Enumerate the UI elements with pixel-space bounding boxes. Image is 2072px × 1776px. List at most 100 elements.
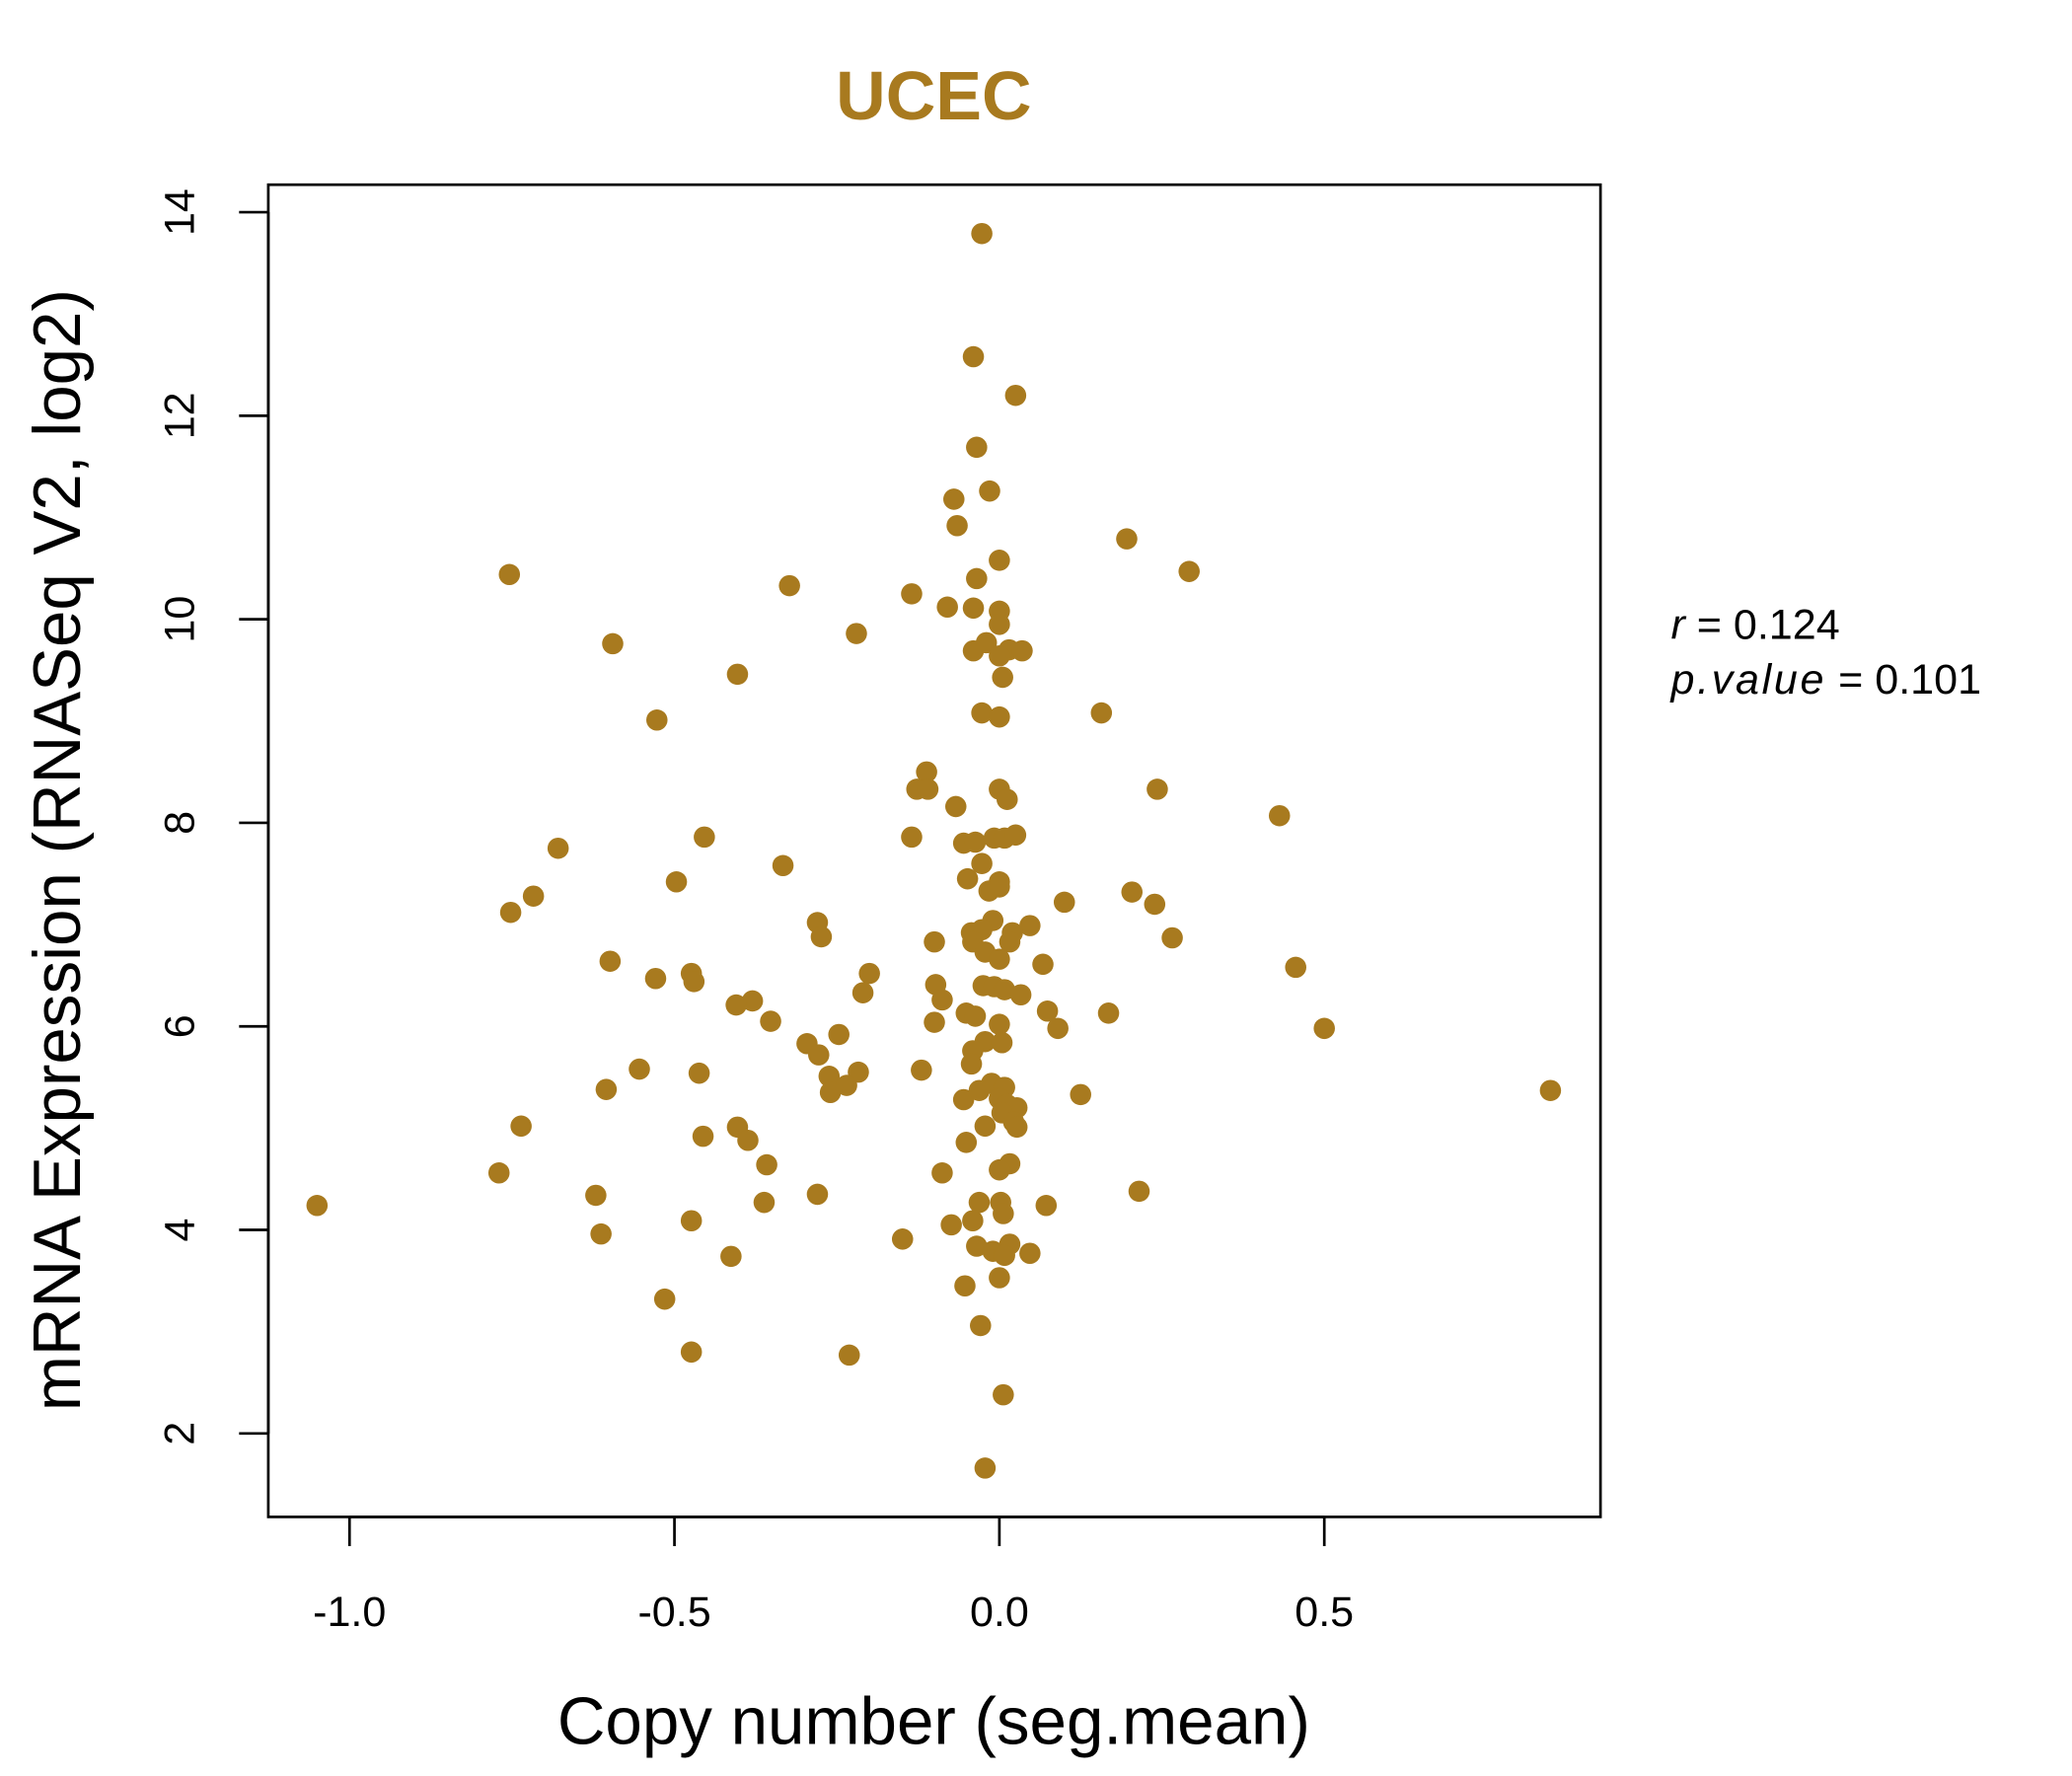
data-point bbox=[962, 1210, 984, 1232]
data-point bbox=[989, 1267, 1010, 1289]
y-tick-label: 14 bbox=[157, 188, 204, 236]
data-point bbox=[760, 1010, 781, 1032]
y-axis-label: mRNA Expression (RNASeq V2, log2) bbox=[21, 289, 95, 1411]
data-point bbox=[962, 345, 985, 368]
data-point bbox=[720, 1245, 742, 1268]
data-point bbox=[1121, 881, 1144, 903]
data-point bbox=[944, 795, 967, 818]
data-point bbox=[836, 1074, 857, 1096]
data-point bbox=[956, 867, 979, 890]
data-point bbox=[595, 1078, 618, 1100]
data-point bbox=[994, 1244, 1015, 1267]
data-point bbox=[1144, 893, 1166, 916]
data-point bbox=[522, 885, 545, 907]
data-point bbox=[726, 663, 749, 686]
data-point bbox=[1116, 528, 1138, 550]
data-point bbox=[1011, 639, 1033, 662]
data-point bbox=[954, 1275, 976, 1297]
y-tick-label: 8 bbox=[157, 811, 204, 835]
data-point bbox=[970, 1314, 992, 1337]
data-point bbox=[629, 1058, 650, 1080]
data-point bbox=[971, 222, 993, 245]
data-point bbox=[644, 967, 667, 990]
data-point bbox=[846, 623, 867, 644]
y-tick-label: 10 bbox=[157, 596, 204, 643]
data-point bbox=[680, 1210, 703, 1232]
p-label: p.value bbox=[1668, 656, 1826, 703]
data-point bbox=[911, 1059, 932, 1081]
data-point bbox=[838, 1344, 860, 1367]
x-tick-label: 0.0 bbox=[970, 1589, 1029, 1636]
data-point bbox=[1004, 824, 1027, 847]
data-point bbox=[741, 990, 764, 1012]
data-point bbox=[931, 989, 953, 1011]
data-point bbox=[960, 1053, 983, 1075]
data-point bbox=[1313, 1017, 1335, 1040]
data-point bbox=[974, 1115, 997, 1138]
data-points bbox=[306, 222, 1562, 1479]
data-point bbox=[971, 702, 993, 724]
data-point bbox=[819, 1081, 842, 1104]
data-point bbox=[498, 563, 521, 586]
data-point bbox=[989, 614, 1010, 635]
data-point bbox=[1035, 1195, 1058, 1217]
data-point bbox=[964, 1005, 987, 1027]
data-point bbox=[993, 1383, 1014, 1406]
data-point bbox=[997, 788, 1018, 810]
data-point bbox=[590, 1222, 612, 1245]
data-point bbox=[989, 1013, 1010, 1035]
data-point bbox=[971, 852, 993, 874]
data-point bbox=[966, 436, 988, 459]
data-point bbox=[1268, 804, 1291, 827]
data-point bbox=[989, 550, 1010, 571]
data-point bbox=[901, 826, 923, 849]
data-point bbox=[966, 1235, 988, 1257]
data-point bbox=[602, 632, 624, 655]
p-value-stat: p.value = 0.101 bbox=[1668, 656, 1981, 703]
y-tick-label: 6 bbox=[157, 1014, 204, 1038]
data-point bbox=[966, 567, 988, 590]
data-point bbox=[975, 631, 998, 654]
data-point bbox=[992, 666, 1013, 689]
data-point bbox=[753, 1191, 776, 1214]
data-point bbox=[1019, 915, 1041, 936]
r-label: r bbox=[1670, 602, 1686, 649]
data-point bbox=[653, 1288, 676, 1310]
data-point bbox=[943, 488, 965, 510]
data-point bbox=[901, 583, 923, 605]
data-point bbox=[1128, 1180, 1150, 1203]
r-value: = 0.124 bbox=[1697, 602, 1840, 649]
data-point bbox=[989, 645, 1010, 667]
data-point bbox=[993, 1203, 1014, 1224]
data-point bbox=[306, 1195, 329, 1217]
data-point bbox=[646, 708, 668, 731]
data-point bbox=[962, 597, 985, 620]
data-point bbox=[968, 1079, 991, 1101]
data-point bbox=[1539, 1079, 1562, 1101]
data-point bbox=[994, 979, 1015, 1000]
data-point bbox=[828, 1023, 850, 1046]
data-point bbox=[1053, 891, 1075, 914]
data-point bbox=[692, 1125, 714, 1147]
data-point bbox=[680, 1341, 703, 1364]
data-point bbox=[1070, 1083, 1091, 1106]
data-point bbox=[955, 1132, 978, 1153]
data-point bbox=[1005, 1116, 1028, 1139]
data-point bbox=[1004, 384, 1027, 407]
data-point bbox=[688, 1062, 710, 1084]
data-point bbox=[725, 994, 747, 1016]
data-point bbox=[694, 826, 715, 849]
data-point bbox=[1019, 1242, 1041, 1265]
data-point bbox=[946, 514, 968, 537]
data-point bbox=[989, 948, 1010, 970]
data-point bbox=[665, 870, 688, 893]
data-point bbox=[737, 1129, 759, 1151]
data-point bbox=[810, 925, 833, 948]
data-point bbox=[1032, 953, 1054, 976]
y-axis: 2 4 6 8 10 12 14 bbox=[157, 188, 270, 1445]
data-point bbox=[1178, 560, 1200, 582]
y-tick-label: 2 bbox=[157, 1422, 204, 1445]
data-point bbox=[851, 982, 874, 1003]
data-point bbox=[756, 1153, 777, 1176]
x-axis-label: Copy number (seg.mean) bbox=[557, 1685, 1310, 1759]
